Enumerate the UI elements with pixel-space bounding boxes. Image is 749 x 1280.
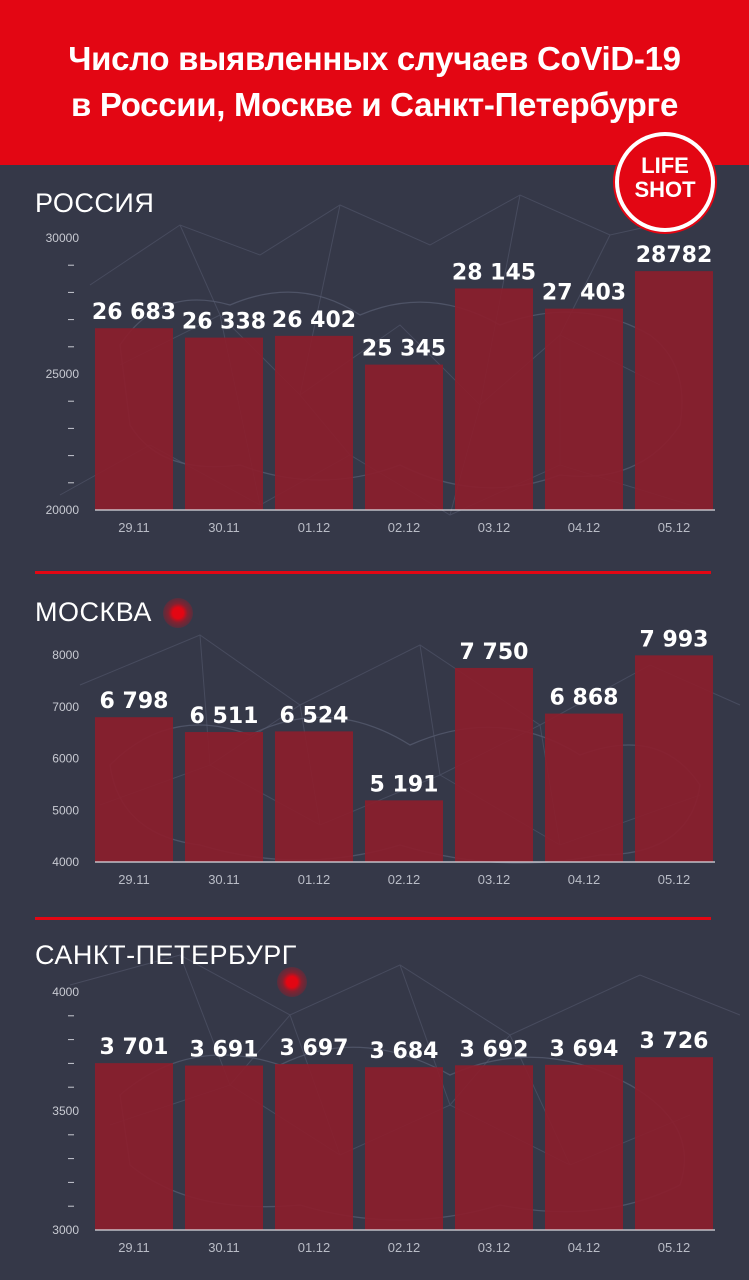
bar-value-label: 6 511 bbox=[190, 704, 259, 729]
x-tick-label: 04.12 bbox=[568, 1240, 601, 1255]
page-title-line-1: Число выявленных случаев CoViD-19 bbox=[68, 40, 681, 77]
y-tick-label: 20000 bbox=[46, 503, 80, 517]
bar-value-label: 26 338 bbox=[182, 310, 266, 335]
bar-value-label: 26 402 bbox=[272, 308, 356, 333]
bar-value-label: 7 750 bbox=[460, 640, 529, 665]
header-banner: Число выявленных случаев CoViD-19 в Росс… bbox=[0, 0, 749, 165]
y-tick-label: 3000 bbox=[52, 1223, 79, 1237]
bar bbox=[95, 1063, 173, 1230]
x-tick-label: 02.12 bbox=[388, 872, 421, 887]
bar-value-label: 28782 bbox=[636, 243, 713, 268]
x-tick-label: 29.11 bbox=[118, 520, 150, 535]
bar-value-label: 6 868 bbox=[550, 686, 619, 711]
bar bbox=[455, 667, 533, 862]
y-tick-label: 25000 bbox=[46, 367, 80, 381]
x-tick-label: 30.11 bbox=[208, 1240, 240, 1255]
bar bbox=[275, 731, 353, 862]
x-tick-label: 03.12 bbox=[478, 1240, 511, 1255]
chart-title-spb: САНКТ-ПЕТЕРБУРГ bbox=[35, 940, 297, 970]
x-tick-label: 02.12 bbox=[388, 1240, 421, 1255]
bar-value-label: 3 692 bbox=[460, 1037, 529, 1062]
x-tick-label: 03.12 bbox=[478, 520, 511, 535]
x-tick-label: 01.12 bbox=[298, 872, 331, 887]
bar bbox=[455, 288, 533, 510]
chart-title-moscow: МОСКВА bbox=[35, 597, 152, 627]
x-tick-label: 05.12 bbox=[658, 520, 691, 535]
y-tick-label: 5000 bbox=[52, 803, 79, 817]
x-tick-label: 30.11 bbox=[208, 520, 240, 535]
bar bbox=[635, 271, 713, 510]
logo-text-life: LIFE bbox=[641, 153, 689, 178]
x-tick-label: 05.12 bbox=[658, 1240, 691, 1255]
section-divider-1 bbox=[35, 571, 711, 574]
bar bbox=[365, 364, 443, 510]
x-tick-label: 30.11 bbox=[208, 872, 240, 887]
bar bbox=[545, 713, 623, 862]
bar-chart-moscow: 4000 5000 6000 7000 8000 6 798 29.11 6 511 30.11… bbox=[52, 627, 715, 887]
bar bbox=[185, 1065, 263, 1230]
y-tick-label: 4000 bbox=[52, 985, 79, 999]
bar bbox=[635, 655, 713, 862]
bar-chart-russia: 20000 25000 30000 26 683 29.11 26 338 30.11 26 … bbox=[46, 231, 715, 535]
bar bbox=[95, 717, 173, 862]
y-tick-label: 4000 bbox=[52, 855, 79, 869]
x-tick-label: 05.12 bbox=[658, 872, 691, 887]
bar-value-label: 6 524 bbox=[280, 703, 349, 728]
x-tick-label: 04.12 bbox=[568, 872, 601, 887]
x-tick-label: 29.11 bbox=[118, 1240, 150, 1255]
bar bbox=[455, 1065, 533, 1230]
bar-value-label: 3 691 bbox=[190, 1038, 259, 1063]
bar bbox=[275, 335, 353, 510]
x-tick-label: 02.12 bbox=[388, 520, 421, 535]
x-tick-label: 01.12 bbox=[298, 1240, 331, 1255]
bar-value-label: 26 683 bbox=[92, 300, 176, 325]
bar-value-label: 3 694 bbox=[550, 1037, 619, 1062]
bar bbox=[275, 1064, 353, 1230]
bar-value-label: 3 697 bbox=[280, 1036, 349, 1061]
x-tick-label: 04.12 bbox=[568, 520, 601, 535]
bar-value-label: 3 701 bbox=[100, 1035, 169, 1060]
page-title-line-2: в России, Москве и Санкт-Петербурге bbox=[70, 86, 678, 123]
bar bbox=[545, 308, 623, 510]
location-marker-icon bbox=[163, 598, 193, 628]
y-tick-label: 30000 bbox=[46, 231, 80, 245]
y-tick-label: 6000 bbox=[52, 752, 79, 766]
bar-value-label: 7 993 bbox=[640, 627, 709, 652]
bar-value-label: 27 403 bbox=[542, 281, 626, 306]
bar-value-label: 5 191 bbox=[370, 772, 439, 797]
logo-text-shot: SHOT bbox=[634, 177, 696, 202]
bar bbox=[545, 1064, 623, 1230]
page-title: Число выявленных случаев CoViD-19 в Росс… bbox=[0, 36, 749, 128]
bar bbox=[95, 328, 173, 510]
bar-chart-spb: 3000 3500 4000 3 701 29.11 3 691 30.11 3 697 01.… bbox=[52, 985, 715, 1255]
chart-title-russia: РОССИЯ bbox=[35, 188, 155, 218]
lifeshot-logo: LIFE SHOT bbox=[619, 136, 711, 228]
bar-value-label: 25 345 bbox=[362, 337, 446, 362]
x-tick-label: 01.12 bbox=[298, 520, 331, 535]
bar bbox=[365, 800, 443, 862]
location-marker-icon bbox=[277, 967, 307, 997]
x-tick-label: 03.12 bbox=[478, 872, 511, 887]
bar-value-label: 6 798 bbox=[100, 689, 169, 714]
bar bbox=[185, 337, 263, 510]
bar-value-label: 3 684 bbox=[370, 1039, 439, 1064]
y-tick-label: 8000 bbox=[52, 648, 79, 662]
bar-value-label: 3 726 bbox=[640, 1029, 709, 1054]
y-tick-label: 7000 bbox=[52, 700, 79, 714]
bar bbox=[365, 1067, 443, 1230]
bar bbox=[635, 1057, 713, 1230]
bar bbox=[185, 732, 263, 862]
x-tick-label: 29.11 bbox=[118, 872, 150, 887]
section-divider-2 bbox=[35, 917, 711, 920]
y-tick-label: 3500 bbox=[52, 1104, 79, 1118]
bar-value-label: 28 145 bbox=[452, 260, 536, 285]
